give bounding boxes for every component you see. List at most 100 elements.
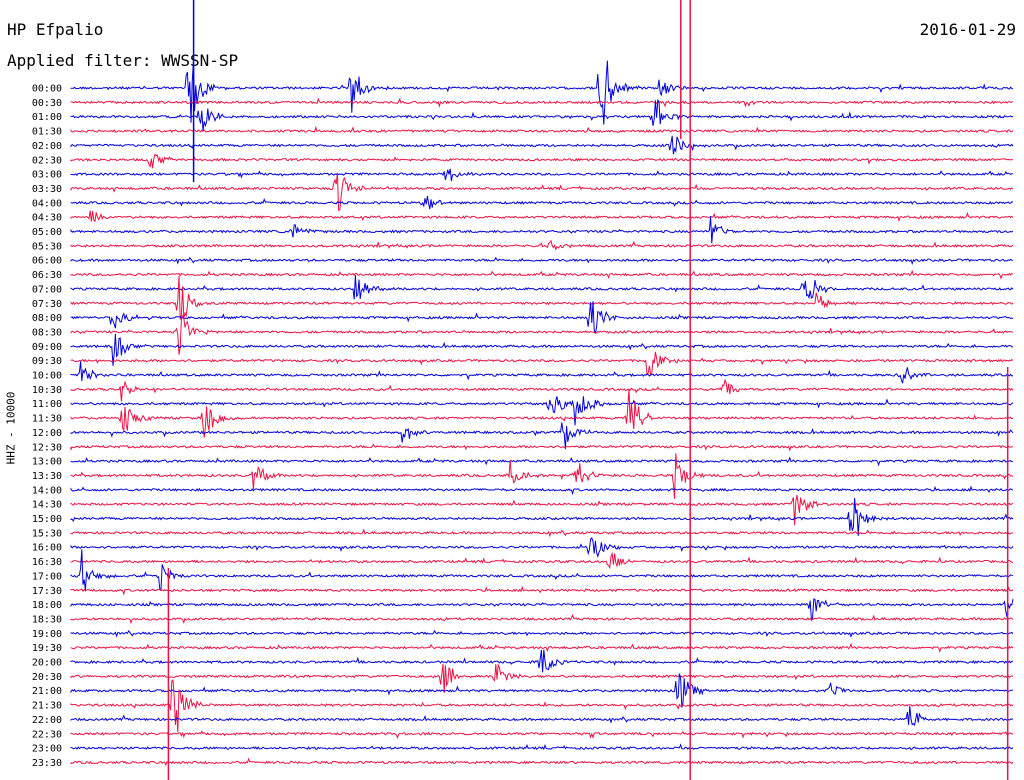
time-label: 16:00 — [32, 543, 62, 554]
trace-row-0200 — [70, 135, 1014, 155]
time-label: 17:00 — [32, 571, 62, 582]
trace-row-1130 — [70, 389, 1014, 438]
trace-row-0130 — [70, 125, 1014, 134]
time-label: 11:00 — [32, 399, 62, 410]
time-label: 22:00 — [32, 715, 62, 726]
time-label: 05:00 — [32, 227, 62, 238]
time-label: 19:00 — [32, 629, 62, 640]
trace-row-1730 — [70, 585, 1014, 596]
trace-row-1100 — [70, 396, 1014, 426]
trace-row-1600 — [70, 537, 1014, 558]
trace-row-2230 — [70, 730, 1014, 740]
time-label: 15:30 — [32, 528, 62, 539]
trace-row-0230 — [70, 153, 1014, 169]
trace-row-0400 — [70, 196, 1014, 210]
time-label: 00:30 — [32, 98, 62, 109]
trace-row-0330 — [70, 172, 1014, 211]
time-label: 21:00 — [32, 686, 62, 697]
trace-row-1000 — [70, 361, 1014, 384]
trace-row-0430 — [70, 210, 1014, 223]
trace-row-1300 — [70, 456, 1013, 467]
time-label: 08:30 — [32, 327, 62, 338]
trace-row-2000 — [70, 649, 1014, 673]
trace-row-1500 — [70, 497, 1014, 536]
time-label: 12:30 — [32, 442, 62, 453]
trace-row-1930 — [70, 642, 1014, 653]
trace-row-0630 — [70, 269, 1014, 280]
time-label: 06:30 — [32, 270, 62, 281]
trace-row-1900 — [70, 629, 1014, 639]
trace-row-2030 — [70, 663, 1014, 693]
trace-row-2300 — [70, 743, 1014, 751]
time-label: 20:30 — [32, 672, 62, 683]
time-label: 09:00 — [32, 342, 62, 353]
spike-group — [167, 0, 1009, 780]
time-label: 18:30 — [32, 614, 62, 625]
time-label: 22:30 — [32, 729, 62, 740]
trace-row-1200 — [70, 422, 1014, 450]
trace-row-0730 — [70, 275, 1014, 320]
trace-row-0530 — [70, 239, 1014, 251]
time-label: 19:30 — [32, 643, 62, 654]
time-label: 00:00 — [32, 84, 62, 95]
trace-row-2130 — [70, 679, 1014, 733]
trace-row-0500 — [70, 216, 1014, 244]
time-label: 14:30 — [32, 500, 62, 511]
time-label: 23:00 — [32, 744, 62, 755]
trace-row-0700 — [70, 275, 1014, 300]
trace-row-2100 — [70, 673, 1014, 708]
time-label: 02:00 — [32, 141, 62, 152]
filter-label: Applied filter: WWSSN-SP — [7, 51, 239, 70]
time-label: 13:00 — [32, 457, 62, 468]
time-label: 17:30 — [32, 586, 62, 597]
trace-row-1030 — [70, 378, 1014, 402]
trace-row-1430 — [70, 494, 1014, 526]
time-label: 18:00 — [32, 600, 62, 611]
trace-row-1530 — [70, 528, 1013, 538]
time-label: 06:00 — [32, 256, 62, 267]
time-label: 15:00 — [32, 514, 62, 525]
trace-row-0600 — [70, 256, 1014, 265]
time-label: 04:30 — [32, 213, 62, 224]
time-label: 20:00 — [32, 658, 62, 669]
trace-row-0300 — [70, 168, 1014, 182]
time-label: 03:30 — [32, 184, 62, 195]
time-label: 08:00 — [32, 313, 62, 324]
trace-row-0000 — [70, 60, 1014, 125]
time-label: 23:30 — [32, 758, 62, 769]
time-label: 12:00 — [32, 428, 62, 439]
time-label: 03:00 — [32, 170, 62, 181]
station-title: HP Efpalio — [7, 20, 104, 39]
time-label: 09:30 — [32, 356, 62, 367]
time-label: 05:30 — [32, 241, 62, 252]
trace-row-0900 — [70, 333, 1014, 366]
trace-row-2330 — [70, 757, 1014, 767]
trace-row-1800 — [70, 598, 1014, 622]
trace-row-0100 — [70, 98, 1014, 132]
time-label: 13:30 — [32, 471, 62, 482]
time-label: 10:00 — [32, 371, 62, 382]
time-label: 07:30 — [32, 299, 62, 310]
time-label: 21:30 — [32, 701, 62, 712]
time-label: 14:00 — [32, 485, 62, 496]
trace-row-2200 — [70, 706, 1014, 727]
time-label: 07:00 — [32, 284, 62, 295]
trace-row-0930 — [70, 351, 1014, 376]
trace-row-0030 — [70, 97, 1014, 108]
time-label: 10:30 — [32, 385, 62, 396]
time-label: 02:30 — [32, 155, 62, 166]
time-label: 16:30 — [32, 557, 62, 568]
time-label: 04:00 — [32, 198, 62, 209]
trace-row-1400 — [70, 485, 1014, 496]
date-label: 2016-01-29 — [919, 20, 1016, 39]
time-label: 11:30 — [32, 414, 62, 425]
trace-row-0800 — [70, 301, 1014, 334]
trace-group — [70, 60, 1014, 767]
trace-row-1630 — [70, 551, 1014, 570]
trace-row-1330 — [70, 453, 1014, 500]
trace-row-1830 — [70, 613, 1014, 625]
time-label: 01:30 — [32, 127, 62, 138]
trace-row-0830 — [70, 314, 1014, 355]
time-label: 01:00 — [32, 112, 62, 123]
